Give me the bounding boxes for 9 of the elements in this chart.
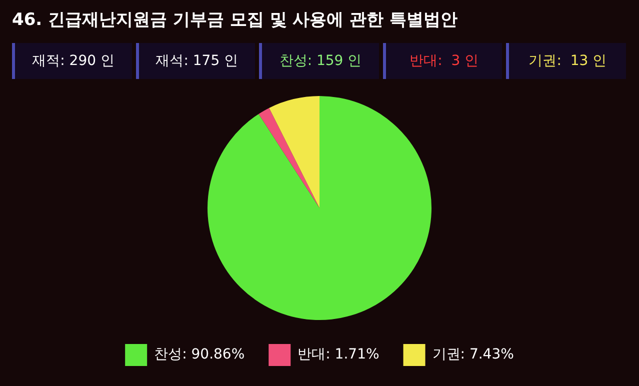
text: 재석: 175 인 <box>136 43 256 79</box>
text: 반대: 3 인 <box>382 43 502 79</box>
text: 재적: 290 인 <box>12 43 132 79</box>
chart-title: 46. 긴급재난지원금 기부금 모집 및 사용에 관한 특별법안 <box>12 9 458 31</box>
text: 찬성: 159 인 <box>259 43 379 79</box>
legend-label: 찬성: 90.86% <box>154 346 245 363</box>
legend-label: 반대: 1.71% <box>298 346 380 363</box>
text: 기권: 13 인 <box>506 43 626 79</box>
legend-label: 기권: 7.43% <box>432 346 514 363</box>
